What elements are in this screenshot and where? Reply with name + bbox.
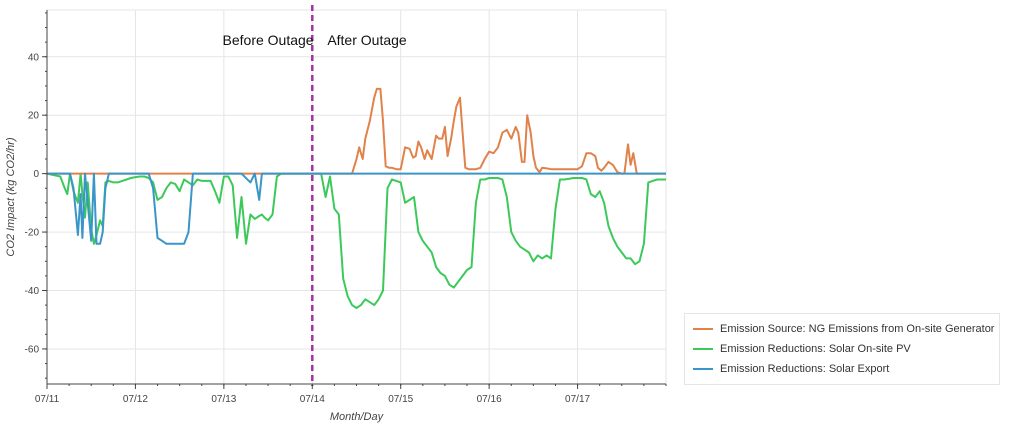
x-tick-label: 07/12 [123,394,148,405]
y-tick-label: -40 [25,286,40,297]
series-line-0 [47,87,666,175]
legend-item-solar-export[interactable]: Emission Reductions: Solar Export [693,359,889,379]
plot-area-frame [46,9,667,385]
series-line-2 [47,172,666,245]
legend: Emission Source: NG Emissions from On-si… [684,313,1000,385]
grid [46,10,666,384]
x-tick-label: 07/17 [565,394,590,405]
legend-swatch-ng-generator [693,328,713,330]
series-layer [46,87,666,309]
x-axis-title: Month/Day [330,411,385,423]
annotation-before-outage: Before Outage [223,32,314,48]
axes: -60 -40 -20 0 20 40 07/11 07/12 07/13 07/14 07/15 0… [25,10,667,405]
legend-swatch-solar-pv [693,348,713,350]
legend-item-solar-pv[interactable]: Emission Reductions: Solar On-site PV [693,339,911,359]
series-line-1 [46,172,666,309]
x-tick-label: 07/11 [35,394,60,405]
x-tick-label: 07/13 [211,394,236,405]
x-tick-label: 07/14 [300,394,325,405]
y-axis-title: CO2 Impact (kg CO2/hr) [5,137,17,257]
annotation-after-outage: After Outage [327,32,407,48]
y-tick-label: 0 [33,169,39,180]
y-tick-label: 20 [28,111,40,122]
y-tick-label: 40 [28,52,40,63]
legend-swatch-solar-export [693,368,713,370]
legend-item-ng-generator[interactable]: Emission Source: NG Emissions from On-si… [693,319,994,339]
x-tick-label: 07/16 [477,394,502,405]
legend-label-ng-generator: Emission Source: NG Emissions from On-si… [720,323,995,335]
legend-label-solar-export: Emission Reductions: Solar Export [720,363,890,375]
legend-label-solar-pv: Emission Reductions: Solar On-site PV [720,343,911,355]
x-tick-label: 07/15 [388,394,413,405]
y-tick-label: -60 [25,344,40,355]
y-tick-label: -20 [25,228,40,239]
